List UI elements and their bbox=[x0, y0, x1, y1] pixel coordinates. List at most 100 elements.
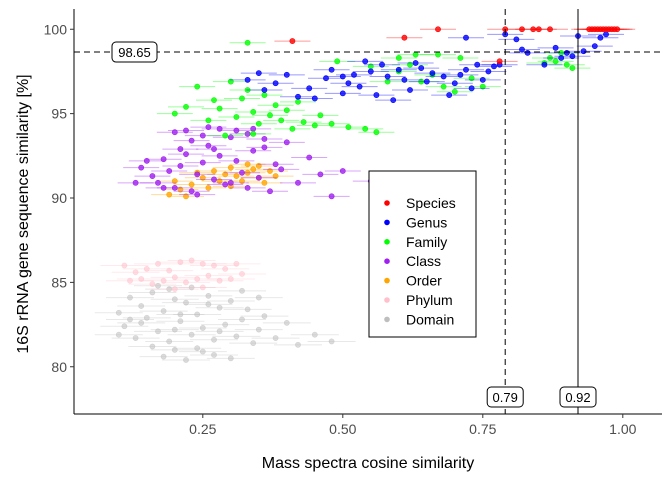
data-point bbox=[300, 119, 307, 125]
data-point bbox=[233, 127, 240, 134]
legend-swatch bbox=[384, 239, 390, 245]
data-point bbox=[205, 124, 212, 131]
data-point bbox=[283, 139, 290, 146]
data-point bbox=[429, 70, 436, 77]
data-point bbox=[188, 257, 195, 264]
data-point bbox=[535, 26, 542, 33]
data-point bbox=[591, 43, 598, 50]
data-point bbox=[611, 26, 618, 33]
y-axis-title: 16S rRNA gene sequence similarity [%] bbox=[15, 74, 32, 353]
data-point bbox=[261, 313, 268, 320]
data-point bbox=[328, 66, 335, 73]
data-point bbox=[351, 71, 357, 78]
data-point bbox=[547, 55, 553, 61]
x-tick-label: 0.75 bbox=[469, 421, 496, 437]
data-point bbox=[149, 173, 156, 179]
data-point bbox=[267, 112, 273, 119]
data-point bbox=[199, 132, 206, 139]
data-point bbox=[138, 276, 145, 282]
threshold-label-box bbox=[111, 41, 158, 63]
data-point bbox=[589, 26, 595, 33]
data-point bbox=[188, 331, 195, 338]
y-tick-label: 95 bbox=[51, 106, 67, 122]
data-point bbox=[317, 112, 324, 119]
data-point bbox=[222, 171, 229, 178]
data-point bbox=[491, 63, 497, 70]
axes-layer: 0.25 0.50 0.75 1.00 80 85 90 95 100 bbox=[44, 9, 662, 437]
data-point bbox=[474, 61, 481, 68]
x-tick-label: 1.00 bbox=[609, 421, 636, 437]
data-point bbox=[194, 171, 201, 178]
data-point bbox=[233, 157, 240, 164]
series-genus bbox=[229, 31, 624, 104]
data-point bbox=[160, 308, 167, 314]
legend-item-species: Species bbox=[384, 195, 456, 211]
data-point bbox=[244, 306, 251, 313]
data-point bbox=[311, 122, 318, 129]
data-point bbox=[401, 76, 408, 83]
data-point bbox=[323, 75, 329, 82]
x-tick-label: 0.25 bbox=[189, 421, 216, 437]
data-point bbox=[211, 262, 217, 269]
data-point bbox=[278, 117, 285, 124]
data-point bbox=[143, 265, 150, 272]
data-point bbox=[524, 49, 531, 56]
data-point bbox=[250, 340, 257, 347]
data-point bbox=[468, 75, 475, 82]
data-point bbox=[250, 130, 257, 137]
data-point bbox=[183, 193, 189, 200]
data-point bbox=[261, 179, 268, 186]
data-point bbox=[177, 163, 184, 169]
data-point bbox=[250, 109, 257, 115]
data-point bbox=[166, 267, 173, 274]
data-point bbox=[188, 188, 195, 195]
data-point bbox=[199, 159, 206, 166]
data-point bbox=[418, 78, 425, 85]
data-point bbox=[222, 265, 229, 272]
data-point bbox=[227, 164, 234, 171]
data-point bbox=[384, 73, 391, 80]
data-point bbox=[160, 156, 167, 163]
data-point bbox=[194, 311, 201, 318]
data-point bbox=[177, 318, 184, 325]
data-point bbox=[127, 316, 133, 323]
data-point bbox=[194, 83, 201, 90]
data-point bbox=[138, 303, 145, 309]
data-point bbox=[597, 34, 604, 41]
data-point bbox=[255, 326, 262, 333]
data-point bbox=[171, 274, 178, 281]
data-point bbox=[594, 26, 601, 33]
data-point bbox=[250, 125, 257, 132]
data-point bbox=[222, 321, 229, 328]
data-point bbox=[138, 319, 145, 326]
data-point bbox=[569, 53, 576, 60]
data-point bbox=[479, 83, 486, 90]
y-tick-label: 80 bbox=[51, 359, 67, 375]
data-point bbox=[177, 259, 184, 266]
series-phylum bbox=[100, 257, 266, 293]
data-point bbox=[216, 328, 223, 335]
data-point bbox=[160, 353, 167, 360]
data-point bbox=[356, 83, 363, 90]
data-point bbox=[233, 260, 240, 267]
data-point bbox=[261, 87, 268, 93]
data-point bbox=[362, 125, 369, 132]
data-point bbox=[171, 184, 178, 191]
y-tick-label: 100 bbox=[44, 21, 68, 37]
data-point bbox=[255, 163, 262, 169]
data-point bbox=[199, 174, 206, 181]
data-point bbox=[390, 97, 397, 104]
data-point bbox=[211, 176, 217, 183]
data-point bbox=[183, 279, 189, 286]
data-point bbox=[373, 92, 380, 98]
data-point bbox=[519, 46, 525, 53]
data-point bbox=[183, 299, 189, 306]
data-point bbox=[345, 124, 352, 131]
data-point bbox=[283, 71, 290, 78]
data-point bbox=[295, 341, 301, 348]
data-point bbox=[239, 271, 245, 277]
data-point bbox=[446, 92, 453, 98]
data-point bbox=[160, 277, 167, 284]
legend-box bbox=[368, 170, 477, 338]
data-point bbox=[171, 346, 178, 353]
